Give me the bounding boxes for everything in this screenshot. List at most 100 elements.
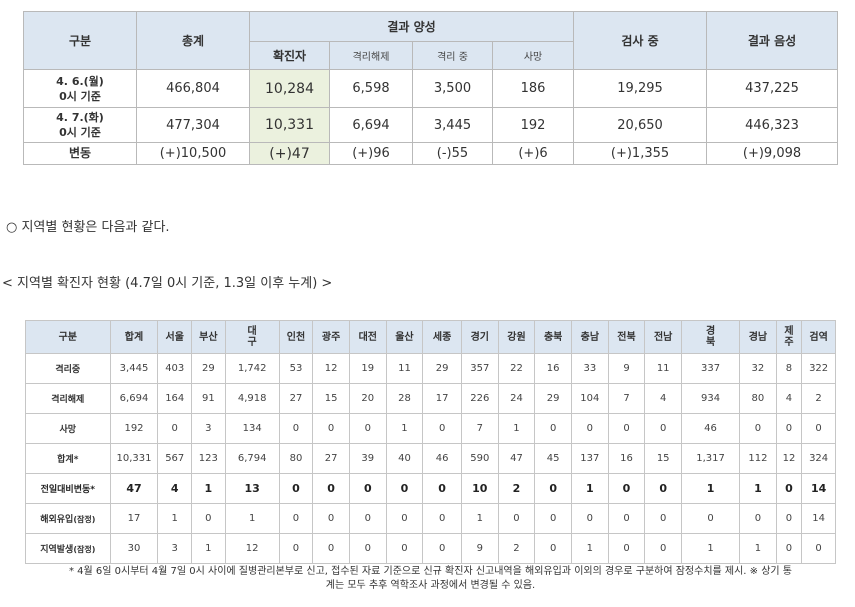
- table-cell: 13: [224, 473, 280, 504]
- header-region: 대전: [348, 320, 387, 354]
- table-cell: 0: [157, 413, 193, 444]
- cell-released: 6,694: [329, 107, 413, 143]
- table-cell: 0: [681, 503, 741, 534]
- table-cell: 123: [191, 443, 226, 474]
- table-cell: 16: [534, 353, 572, 384]
- regional-table-body: 격리중 3,445 403 29 1,742 53 12 19 11 29 357 22 16 33 9 11…: [25, 353, 836, 564]
- table-cell: 0: [422, 413, 462, 444]
- table-cell: 2: [497, 473, 536, 504]
- table-cell: 15: [312, 383, 350, 414]
- header-region: 강원: [497, 320, 536, 354]
- table-cell: 0: [278, 503, 314, 534]
- cell-confirmed: 10,331: [249, 107, 330, 143]
- regional-header-row: 구분 합계 서울 부산 대구 인천 광주 대전 울산 세종 경기 강원 충북 충…: [25, 320, 836, 354]
- table-cell: 1: [497, 413, 536, 444]
- header-region: 제주: [775, 320, 803, 354]
- table-cell: 12: [312, 353, 350, 384]
- table-cell: 0: [278, 473, 314, 504]
- table-row: 전일대비변동* 47 4 1 13 0 0 0 0 0 10 2 0 1 0 0 1 1 0 14: [25, 473, 836, 504]
- table-cell: 4: [157, 473, 193, 504]
- table-cell: 104: [571, 383, 609, 414]
- header-region: 울산: [385, 320, 424, 354]
- table-cell: 16: [607, 443, 646, 474]
- table-cell: 0: [775, 413, 803, 444]
- table-cell: 9: [607, 353, 646, 384]
- table-cell: 1: [571, 533, 609, 564]
- header-confirmed: 확진자: [249, 41, 330, 70]
- header-isolating: 격리 중: [412, 41, 493, 70]
- table-cell: 0: [385, 503, 424, 534]
- cell-deaths: 192: [491, 107, 575, 143]
- table-cell: 3: [157, 533, 193, 564]
- table-cell: 0: [571, 503, 609, 534]
- cell-isolating: 3,500: [412, 69, 493, 108]
- table-cell: 0: [607, 473, 646, 504]
- table-cell: 1: [157, 503, 193, 534]
- row-label: 합계*: [25, 443, 111, 474]
- table-cell: 24: [497, 383, 536, 414]
- table-cell: 1: [739, 473, 777, 504]
- header-negative: 결과 음성: [706, 11, 839, 70]
- table-cell: 0: [348, 413, 387, 444]
- table-cell: 3: [191, 413, 226, 444]
- table-cell: 324: [801, 443, 836, 474]
- header-region: 경남: [739, 320, 777, 354]
- header-region: 인천: [278, 320, 314, 354]
- table-cell: 1,742: [224, 353, 280, 384]
- cell-negative-change: (+)9,098: [706, 142, 839, 165]
- header-region: 광주: [312, 320, 350, 354]
- table-cell: 14: [801, 503, 836, 534]
- table-cell: 39: [348, 443, 387, 474]
- row-date-label: 4. 6.(월) 0시 기준: [23, 69, 137, 108]
- header-region: 충남: [571, 320, 609, 354]
- table-cell: 0: [775, 473, 803, 504]
- header-region: 검역: [801, 320, 836, 354]
- table-cell: 10,331: [109, 443, 159, 474]
- table-cell: 0: [312, 473, 350, 504]
- table-cell: 4,918: [224, 383, 280, 414]
- header-region: 부산: [191, 320, 226, 354]
- table-cell: 0: [385, 533, 424, 564]
- table-cell: 1: [460, 503, 499, 534]
- header-testing: 검사 중: [573, 11, 708, 70]
- table-cell: 19: [348, 353, 387, 384]
- table-cell: 0: [644, 473, 683, 504]
- table-cell: 0: [607, 413, 646, 444]
- table-cell: 0: [801, 533, 836, 564]
- table-cell: 0: [422, 503, 462, 534]
- table-cell: 8: [775, 353, 803, 384]
- table-cell: 590: [460, 443, 499, 474]
- table-row: 해외유입(잠정) 17 1 0 1 0 0 0 0 0 1 0 0 0 0 0 0 0 0 14: [25, 503, 836, 534]
- table-cell: 11: [385, 353, 424, 384]
- table-row: 합계* 10,331 567 123 6,794 80 27 39 40 46 590 47 45 137…: [25, 443, 836, 474]
- header-released: 격리해제: [329, 41, 413, 70]
- cell-testing: 20,650: [573, 107, 708, 143]
- table-cell: 33: [571, 353, 609, 384]
- table-cell: 29: [534, 383, 572, 414]
- table-row: 지역발생(잠정) 30 3 1 12 0 0 0 0 0 9 2 0 1 0 0 1 1 0 0: [25, 533, 836, 564]
- table-cell: 4: [775, 383, 803, 414]
- table-cell: 47: [109, 473, 159, 504]
- table-cell: 15: [644, 443, 683, 474]
- table-cell: 46: [681, 413, 741, 444]
- table-cell: 7: [607, 383, 646, 414]
- header-region: 세종: [422, 320, 462, 354]
- table-cell: 20: [348, 383, 387, 414]
- header-deaths: 사망: [491, 41, 575, 70]
- table-cell: 322: [801, 353, 836, 384]
- table-cell: 40: [385, 443, 424, 474]
- table-cell: 0: [312, 533, 350, 564]
- header-category: 구분: [25, 320, 111, 354]
- table-cell: 0: [739, 413, 777, 444]
- table-cell: 9: [460, 533, 499, 564]
- table-row: 격리해제 6,694 164 91 4,918 27 15 20 28 17 226 24 29 104 7…: [25, 383, 836, 414]
- cell-confirmed-change: (+)47: [249, 142, 330, 165]
- table-cell: 337: [681, 353, 741, 384]
- table-cell: 0: [312, 413, 350, 444]
- table-cell: 12: [224, 533, 280, 564]
- table-cell: 0: [422, 533, 462, 564]
- table-cell: 1: [681, 473, 741, 504]
- table-cell: 226: [460, 383, 499, 414]
- table-cell: 1: [385, 413, 424, 444]
- table-cell: 2: [497, 533, 536, 564]
